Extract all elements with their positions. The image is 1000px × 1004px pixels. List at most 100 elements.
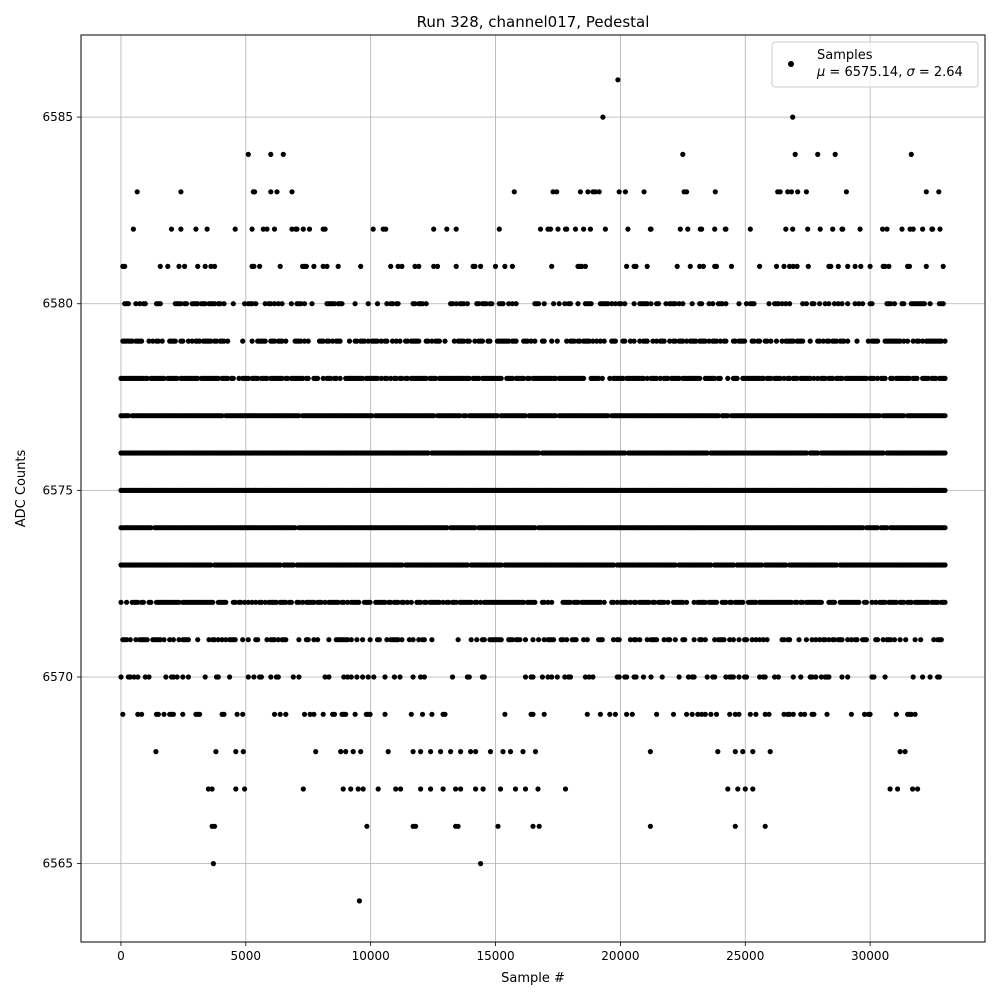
- sample-point: [429, 338, 435, 344]
- sample-point: [663, 301, 669, 307]
- sample-point: [815, 450, 821, 456]
- sample-point: [697, 263, 703, 269]
- sample-point: [288, 599, 294, 605]
- sample-point: [753, 637, 759, 643]
- sample-point: [271, 637, 278, 643]
- sample-point: [722, 226, 728, 232]
- sample-point: [699, 637, 705, 643]
- sample-point: [567, 301, 574, 307]
- sample-point: [644, 637, 650, 643]
- sample-point: [783, 226, 789, 232]
- sample-point: [942, 487, 948, 493]
- sample-point: [311, 711, 317, 717]
- sample-point: [423, 301, 429, 307]
- sample-point: [805, 226, 811, 232]
- sample-point: [375, 786, 381, 792]
- sample-point: [667, 637, 673, 643]
- sample-point: [902, 749, 908, 755]
- sample-point: [787, 711, 793, 717]
- sample-point: [622, 338, 628, 344]
- sample-point: [340, 786, 346, 792]
- sample-point: [710, 301, 716, 307]
- sample-point: [168, 226, 175, 232]
- sample-point: [378, 338, 384, 344]
- sample-point: [942, 413, 948, 419]
- sample-point: [440, 599, 446, 605]
- sample-point: [369, 413, 375, 419]
- sample-point: [713, 338, 720, 344]
- sample-point: [289, 189, 295, 195]
- sample-point: [318, 599, 324, 605]
- sample-point: [923, 189, 929, 195]
- sample-point: [425, 338, 431, 344]
- sample-point: [787, 637, 793, 643]
- sample-point: [202, 263, 208, 269]
- sample-point: [903, 637, 909, 643]
- sample-point: [625, 226, 631, 232]
- sample-point: [581, 375, 587, 381]
- sample-point: [364, 823, 370, 829]
- sample-point: [221, 338, 227, 344]
- sample-point: [498, 375, 504, 381]
- sample-point: [513, 338, 519, 344]
- sample-point: [713, 599, 720, 605]
- sample-point: [448, 749, 454, 755]
- sample-point: [936, 674, 943, 680]
- x-tick-label: 20000: [601, 949, 639, 963]
- sample-point: [230, 301, 236, 307]
- sample-point: [736, 301, 742, 307]
- sample-point: [856, 301, 862, 307]
- sample-point: [307, 711, 313, 717]
- sample-point: [300, 375, 306, 381]
- sample-point: [841, 338, 847, 344]
- sample-point: [644, 301, 650, 307]
- sample-point: [328, 375, 334, 381]
- sample-point: [712, 189, 718, 195]
- y-tick-label: 6570: [42, 670, 73, 684]
- sample-point: [481, 674, 487, 680]
- sample-point: [161, 637, 167, 643]
- sample-point: [474, 637, 480, 643]
- sample-point: [320, 226, 326, 232]
- sample-point: [767, 749, 773, 755]
- sample-point: [582, 674, 589, 680]
- sample-point: [157, 637, 163, 643]
- sample-point: [624, 711, 630, 717]
- sample-point: [680, 338, 686, 344]
- sample-point: [762, 823, 768, 829]
- sample-point: [382, 711, 388, 717]
- sample-point: [803, 189, 810, 195]
- sample-point: [852, 263, 858, 269]
- sample-point: [528, 338, 534, 344]
- sample-point: [627, 637, 634, 643]
- sample-point: [895, 786, 901, 792]
- sample-point: [178, 226, 184, 232]
- x-tick-label: 10000: [352, 949, 390, 963]
- sample-point: [830, 375, 836, 381]
- sample-point: [303, 263, 309, 269]
- sample-point: [429, 711, 435, 717]
- sample-point: [735, 786, 741, 792]
- sample-point: [376, 637, 382, 643]
- sample-point: [590, 338, 596, 344]
- sample-point: [592, 189, 599, 195]
- legend-marker: [788, 61, 794, 67]
- sample-point: [399, 263, 405, 269]
- sample-point: [684, 599, 690, 605]
- sample-point: [453, 226, 459, 232]
- sample-point: [361, 338, 367, 344]
- sample-point: [163, 674, 169, 680]
- sample-point: [779, 338, 785, 344]
- sample-point: [124, 599, 130, 605]
- sample-point: [388, 599, 394, 605]
- sample-point: [466, 674, 472, 680]
- sample-point: [845, 674, 851, 680]
- sample-point: [431, 226, 437, 232]
- sample-point: [395, 599, 401, 605]
- sample-point: [399, 637, 405, 643]
- sample-point: [367, 637, 373, 643]
- sample-point: [704, 450, 710, 456]
- sample-point: [622, 301, 628, 307]
- sample-point: [648, 674, 654, 680]
- sample-point: [751, 301, 757, 307]
